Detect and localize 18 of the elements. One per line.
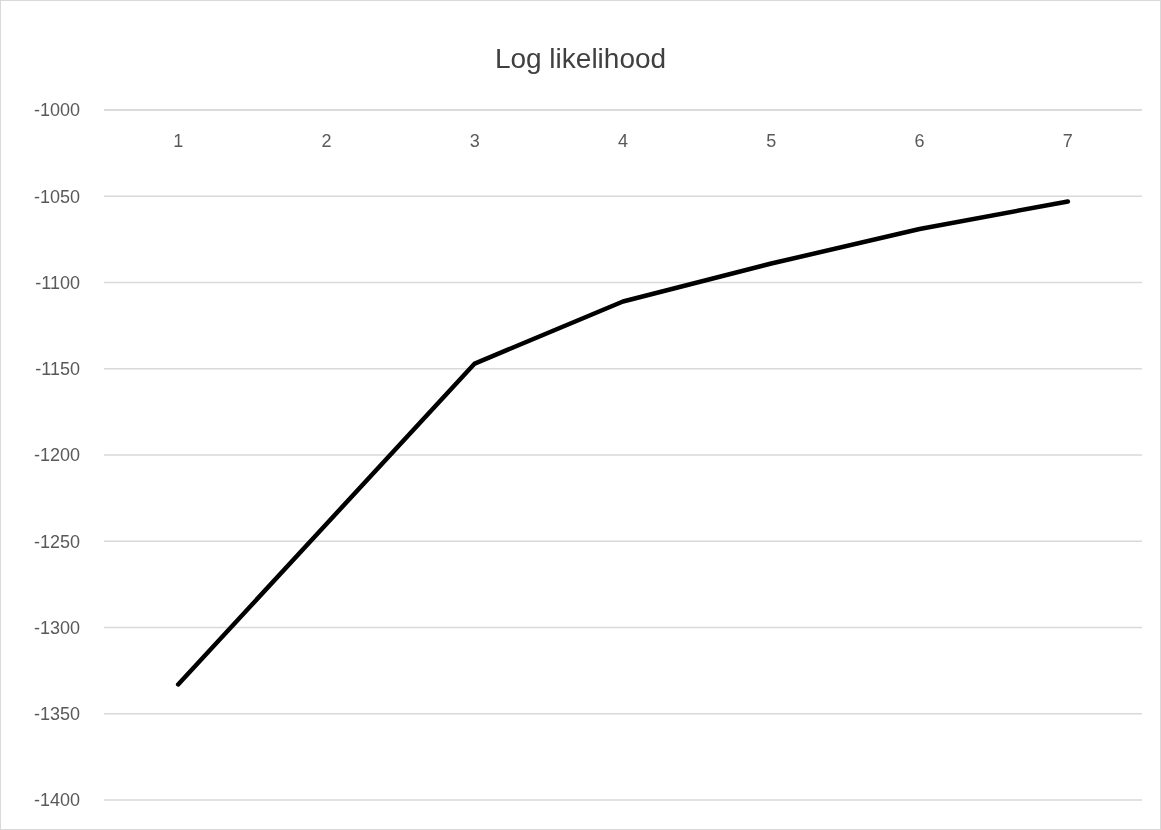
y-tick-label: -1250 [33,531,80,552]
x-tick-label: 5 [766,131,777,152]
x-tick-label: 2 [321,131,332,152]
x-tick-label: 4 [617,131,629,152]
y-tick-label: -1100 [35,272,80,293]
y-tick-label: -1050 [33,186,80,207]
y-tick-label: -1200 [33,445,80,466]
y-tick-label: -1300 [33,617,80,638]
line-series [175,199,1071,687]
x-tick-label: 1 [173,131,184,152]
y-tick-label: -1400 [33,790,80,811]
x-tick-label: 7 [1062,131,1073,152]
chart-title: Log likelihood [494,43,667,74]
y-tick-label: -1350 [33,704,80,725]
y-tick-label: -1000 [33,100,80,121]
y-tick-label: -1150 [35,359,80,380]
x-tick-label: 3 [469,131,480,152]
x-tick-label: 6 [914,131,925,152]
